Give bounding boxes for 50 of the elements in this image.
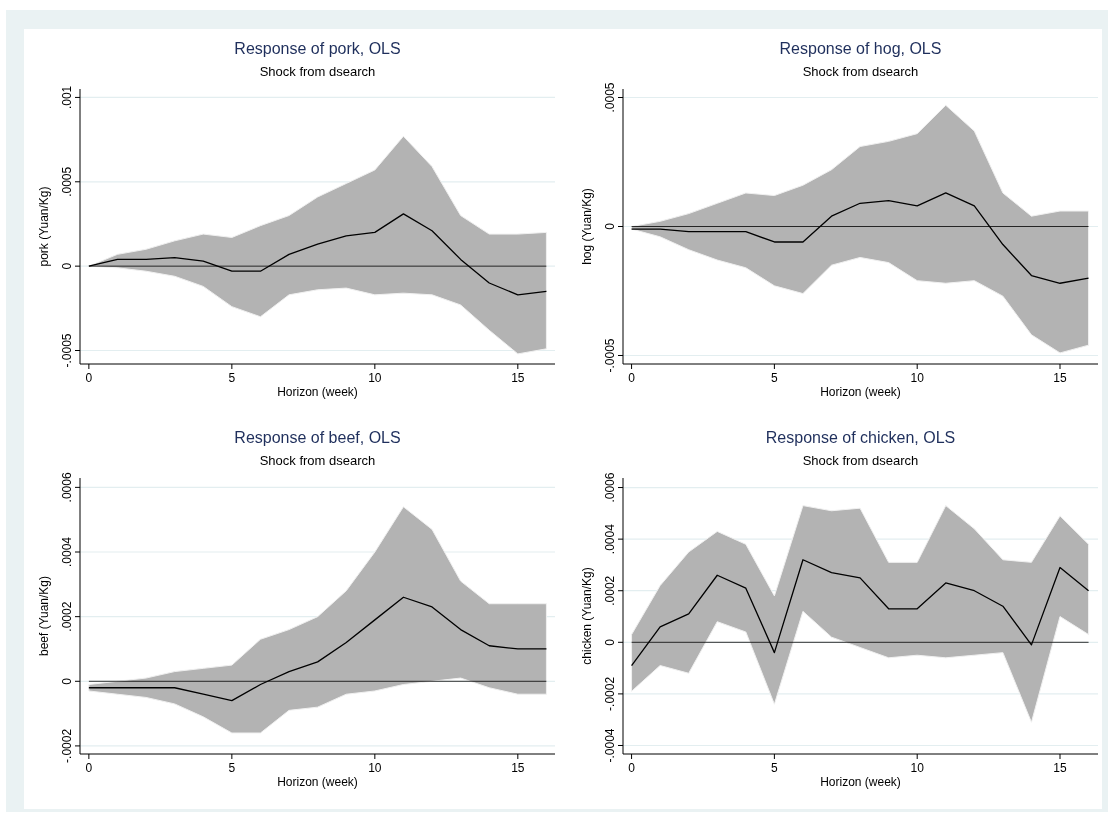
y-tick-label: 0 <box>603 638 617 646</box>
x-tick-label: 15 <box>511 371 525 385</box>
chart-subtitle: Shock from dsearch <box>802 64 919 79</box>
chart-subtitle: Shock from dsearch <box>259 453 376 468</box>
y-tick-label: -.0002 <box>603 676 617 711</box>
y-tick-label: -.0005 <box>60 333 74 368</box>
chart-title: Response of pork, OLS <box>234 40 401 57</box>
y-tick-label: .0004 <box>603 523 617 555</box>
x-tick-label: 15 <box>1053 761 1068 775</box>
y-axis-title: pork (Yuan/Kg) <box>37 186 51 267</box>
chart-title: Response of beef, OLS <box>234 429 401 446</box>
x-tick-label: 10 <box>910 371 925 385</box>
y-tick-label: 0 <box>60 262 74 270</box>
y-tick-label: 0 <box>60 677 74 685</box>
y-tick-label: .0005 <box>60 166 74 197</box>
x-tick-label: 15 <box>1053 371 1068 385</box>
y-axis-title: beef (Yuan/Kg) <box>37 575 51 657</box>
x-tick-label: 5 <box>228 761 236 775</box>
x-tick-label: 10 <box>368 371 382 385</box>
x-tick-label: 0 <box>85 761 93 775</box>
x-tick-label: 0 <box>628 371 636 385</box>
y-tick-label: .0002 <box>603 575 617 606</box>
x-tick-label: 10 <box>910 761 925 775</box>
x-axis-title: Horizon (week) <box>820 385 901 399</box>
x-tick-label: 15 <box>511 761 525 775</box>
chart-subtitle: Shock from dsearch <box>802 453 919 468</box>
y-tick-label: .0006 <box>603 472 617 503</box>
y-tick-label: .0004 <box>60 536 74 568</box>
x-tick-label: 5 <box>771 761 779 775</box>
y-tick-label: .0006 <box>60 472 74 503</box>
y-tick-label: .001 <box>60 85 74 110</box>
y-tick-label: .0002 <box>60 601 74 632</box>
x-axis-title: Horizon (week) <box>820 775 901 789</box>
chart-subtitle: Shock from dsearch <box>259 64 376 79</box>
x-tick-label: 5 <box>228 371 236 385</box>
x-tick-label: 5 <box>771 371 779 385</box>
x-axis-title: Horizon (week) <box>277 775 358 789</box>
x-tick-label: 0 <box>628 761 636 775</box>
y-tick-label: -.0002 <box>60 728 74 763</box>
chart-title: Response of hog, OLS <box>779 40 942 57</box>
y-tick-label: .0005 <box>603 82 617 113</box>
chart-title: Response of chicken, OLS <box>765 429 956 446</box>
x-axis-title: Horizon (week) <box>277 385 358 399</box>
y-tick-label: -.0005 <box>603 338 617 373</box>
y-tick-label: 0 <box>603 222 617 230</box>
y-axis-title: chicken (Yuan/Kg) <box>580 567 594 665</box>
x-tick-label: 10 <box>368 761 382 775</box>
y-axis-title: hog (Yuan/Kg) <box>580 188 594 265</box>
x-tick-label: 0 <box>85 371 93 385</box>
y-tick-label: -.0004 <box>603 728 617 763</box>
